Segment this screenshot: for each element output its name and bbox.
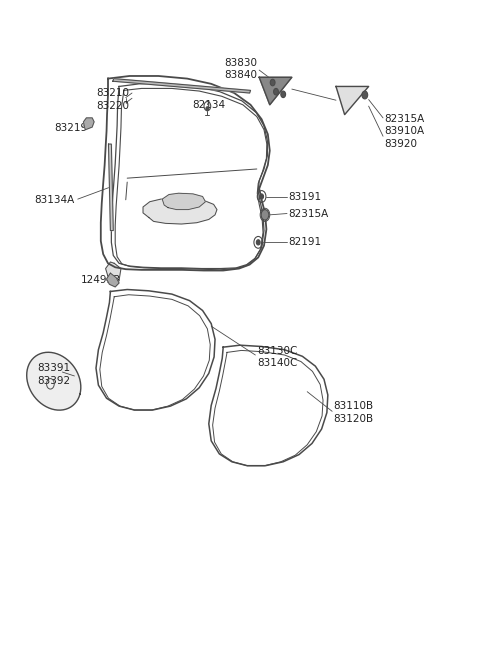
Polygon shape [84, 118, 94, 130]
Text: 82315A: 82315A [384, 114, 424, 124]
Text: 83110B
83120B: 83110B 83120B [334, 402, 374, 424]
Text: 83210
83220: 83210 83220 [96, 88, 129, 111]
Circle shape [270, 79, 275, 86]
Polygon shape [143, 198, 217, 224]
Text: 82134: 82134 [192, 100, 226, 110]
Polygon shape [259, 77, 292, 105]
Polygon shape [162, 193, 205, 210]
Circle shape [281, 91, 286, 98]
Circle shape [256, 240, 260, 245]
Text: 83130C
83140C: 83130C 83140C [257, 346, 297, 368]
Circle shape [260, 194, 264, 199]
Text: 82191: 82191 [288, 237, 321, 248]
Polygon shape [27, 352, 81, 410]
Text: 83134A: 83134A [34, 195, 74, 205]
Circle shape [261, 210, 269, 220]
Text: 83910A
83920: 83910A 83920 [384, 126, 424, 149]
Text: 83191: 83191 [288, 191, 321, 202]
Circle shape [362, 91, 368, 99]
Text: 83219: 83219 [54, 122, 88, 133]
Polygon shape [108, 144, 113, 231]
Circle shape [274, 88, 278, 95]
Polygon shape [336, 86, 369, 115]
Text: 83391
83392: 83391 83392 [37, 364, 71, 386]
Polygon shape [107, 273, 119, 287]
Text: 82315A: 82315A [288, 209, 328, 219]
Text: 1249EB: 1249EB [81, 275, 121, 286]
Circle shape [206, 107, 209, 111]
Text: 83830
83840: 83830 83840 [224, 58, 257, 80]
Polygon shape [113, 79, 251, 93]
Polygon shape [106, 262, 121, 280]
